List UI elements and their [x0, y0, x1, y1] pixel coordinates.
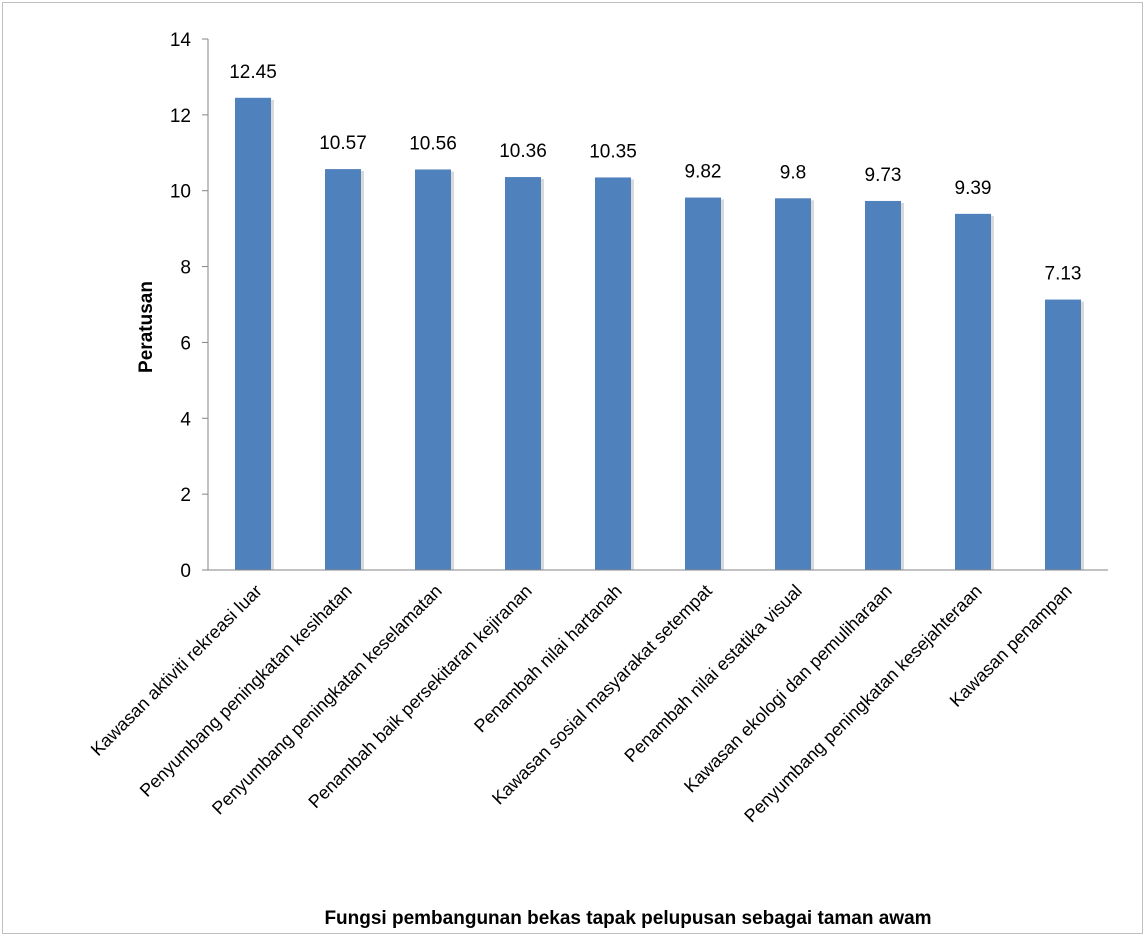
- y-axis: 0 2 4 6 8 10 12 14: [170, 30, 209, 582]
- bar: [865, 200, 901, 570]
- bar: [955, 213, 991, 570]
- data-label: 10.57: [319, 133, 367, 154]
- data-label: 10.56: [409, 133, 457, 154]
- bars: 12.45 10.57 10.56 10.36 10.35 9.82 9.8 9.73 9.39…: [229, 62, 1084, 571]
- bar: [235, 97, 271, 571]
- bar: [595, 177, 631, 571]
- bar: [685, 197, 721, 570]
- x-category-label: Penambah nilai estatika visual: [620, 581, 805, 766]
- y-tick-label: 10: [170, 182, 191, 203]
- y-tick-label: 4: [180, 409, 191, 430]
- bar: [505, 177, 541, 570]
- data-label: 12.45: [229, 62, 277, 83]
- y-tick-label: 14: [170, 30, 192, 51]
- data-label: 9.39: [955, 178, 992, 199]
- bar: [325, 169, 361, 570]
- bar: [415, 169, 451, 570]
- x-axis-title: Fungsi pembangunan bekas tapak pelupusan…: [324, 908, 931, 929]
- data-label: 9.73: [865, 165, 902, 186]
- data-label: 10.35: [589, 141, 637, 162]
- bar: [775, 198, 811, 571]
- data-label: 9.82: [685, 162, 722, 183]
- y-tick-label: 0: [180, 561, 191, 582]
- y-tick-label: 2: [180, 485, 191, 506]
- x-category-label: Kawasan aktiviti rekreasi luar: [87, 581, 266, 760]
- y-tick-label: 12: [170, 106, 191, 127]
- y-tick-label: 8: [180, 258, 191, 279]
- data-label: 10.36: [499, 141, 547, 162]
- x-axis: Kawasan aktiviti rekreasi luarPenyumbang…: [87, 569, 1108, 826]
- x-category-label: Penambah nilai hartanah: [470, 581, 626, 737]
- bar: [1045, 299, 1081, 570]
- y-axis-title: Peratusan: [136, 281, 157, 373]
- y-tick-label: 6: [180, 333, 191, 354]
- data-label: 9.8: [780, 162, 806, 183]
- data-label: 7.13: [1045, 264, 1082, 285]
